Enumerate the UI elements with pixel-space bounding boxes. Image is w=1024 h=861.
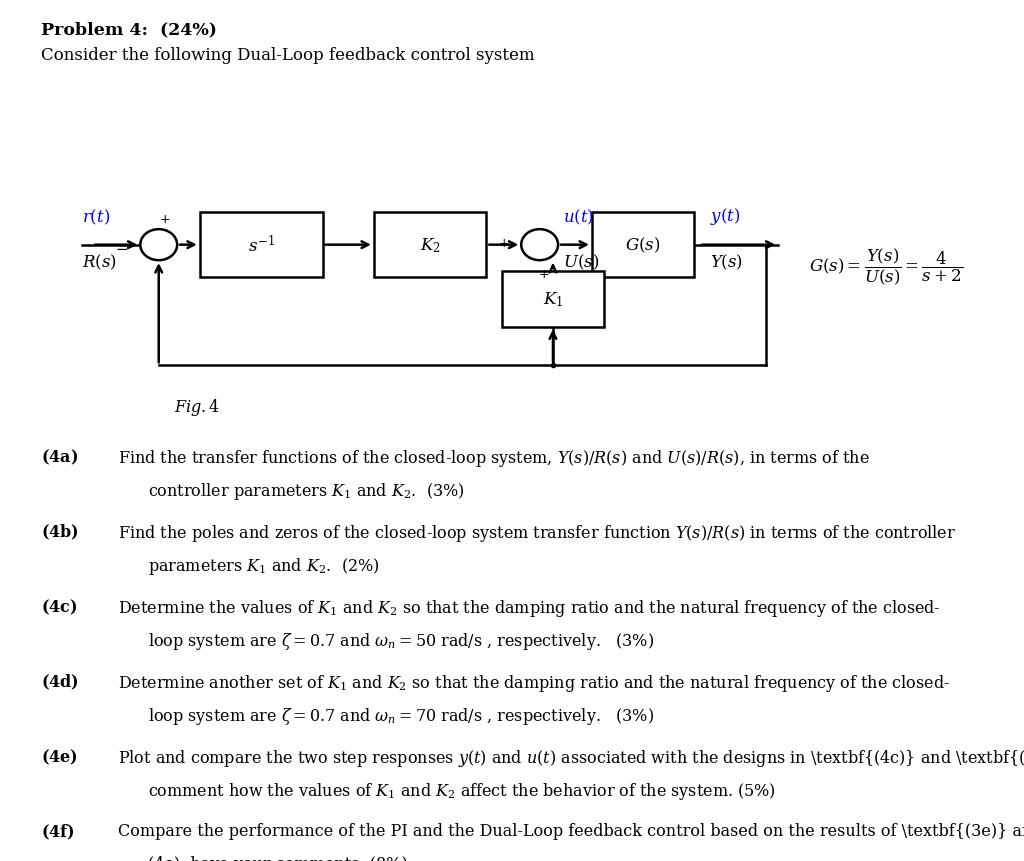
- Text: loop system are $\zeta=0.7$ and $\omega_n=50$ rad/s , respectively.   (3%): loop system are $\zeta=0.7$ and $\omega_…: [148, 630, 654, 651]
- Text: $\mathbf{(4f)}$: $\mathbf{(4f)}$: [41, 822, 75, 841]
- Bar: [374, 213, 486, 278]
- Text: $R(s)$: $R(s)$: [82, 252, 117, 271]
- Text: $\mathbf{(4c)}$: $\mathbf{(4c)}$: [41, 598, 78, 616]
- Text: $\mathbf{(4d)}$: $\mathbf{(4d)}$: [41, 672, 79, 691]
- Text: Find the transfer functions of the closed-loop system, $Y(s)/R(s)$ and $U(s)/R(s: Find the transfer functions of the close…: [118, 448, 869, 468]
- Text: Determine the values of $K_1$ and $K_2$ so that the damping ratio and the natura: Determine the values of $K_1$ and $K_2$ …: [118, 598, 940, 618]
- Text: Compare the performance of the PI and the Dual-Loop feedback control based on th: Compare the performance of the PI and th…: [118, 822, 1024, 839]
- Text: Plot and compare the two step responses $y(t)$ and $u(t)$ associated with the de: Plot and compare the two step responses …: [118, 747, 1024, 768]
- Bar: [592, 213, 694, 278]
- Bar: [200, 213, 323, 278]
- Text: $u(t)$: $u(t)$: [563, 208, 594, 226]
- Text: +: +: [160, 213, 170, 226]
- Text: Find the poles and zeros of the closed-loop system transfer function $Y(s)/R(s)$: Find the poles and zeros of the closed-l…: [118, 523, 955, 543]
- Text: $\mathbf{(4a)}$: $\mathbf{(4a)}$: [41, 448, 78, 467]
- Text: +: +: [499, 236, 509, 250]
- Text: −: −: [116, 242, 128, 257]
- Text: $\mathbf{(4b)}$: $\mathbf{(4b)}$: [41, 523, 79, 542]
- Circle shape: [521, 230, 558, 261]
- Text: $U(s)$: $U(s)$: [563, 252, 599, 271]
- Text: $G(s)=\dfrac{Y(s)}{U(s)}=\dfrac{4}{s+2}$: $G(s)=\dfrac{Y(s)}{U(s)}=\dfrac{4}{s+2}$: [809, 247, 964, 287]
- Text: comment how the values of $K_1$ and $K_2$ affect the behavior of the system. (5%: comment how the values of $K_1$ and $K_2…: [148, 780, 776, 801]
- Text: +: +: [539, 268, 549, 281]
- Bar: [502, 271, 604, 327]
- Text: controller parameters $K_1$ and $K_2$.  (3%): controller parameters $K_1$ and $K_2$. (…: [148, 480, 465, 501]
- Text: Determine another set of $K_1$ and $K_2$ so that the damping ratio and the natur: Determine another set of $K_1$ and $K_2$…: [118, 672, 950, 693]
- Text: $r(t)$: $r(t)$: [82, 208, 111, 226]
- Text: $G(s)$: $G(s)$: [626, 236, 660, 255]
- Text: loop system are $\zeta=0.7$ and $\omega_n=70$ rad/s , respectively.   (3%): loop system are $\zeta=0.7$ and $\omega_…: [148, 705, 654, 726]
- Text: $\mathit{Fig.4}$: $\mathit{Fig.4}$: [174, 396, 220, 417]
- Text: Problem 4:  (24%): Problem 4: (24%): [41, 22, 217, 39]
- Text: $s^{-1}$: $s^{-1}$: [248, 235, 274, 256]
- Text: Consider the following Dual-Loop feedback control system: Consider the following Dual-Loop feedbac…: [41, 47, 535, 65]
- Text: (4e), have your comments. (8%): (4e), have your comments. (8%): [148, 855, 409, 861]
- Text: $Y(s)$: $Y(s)$: [710, 252, 742, 271]
- Text: $K_2$: $K_2$: [420, 236, 440, 255]
- Text: $K_1$: $K_1$: [543, 290, 563, 308]
- Text: $\mathbf{(4e)}$: $\mathbf{(4e)}$: [41, 747, 78, 766]
- Text: parameters $K_1$ and $K_2$.  (2%): parameters $K_1$ and $K_2$. (2%): [148, 555, 380, 576]
- Text: $y(t)$: $y(t)$: [710, 206, 740, 226]
- Circle shape: [140, 230, 177, 261]
